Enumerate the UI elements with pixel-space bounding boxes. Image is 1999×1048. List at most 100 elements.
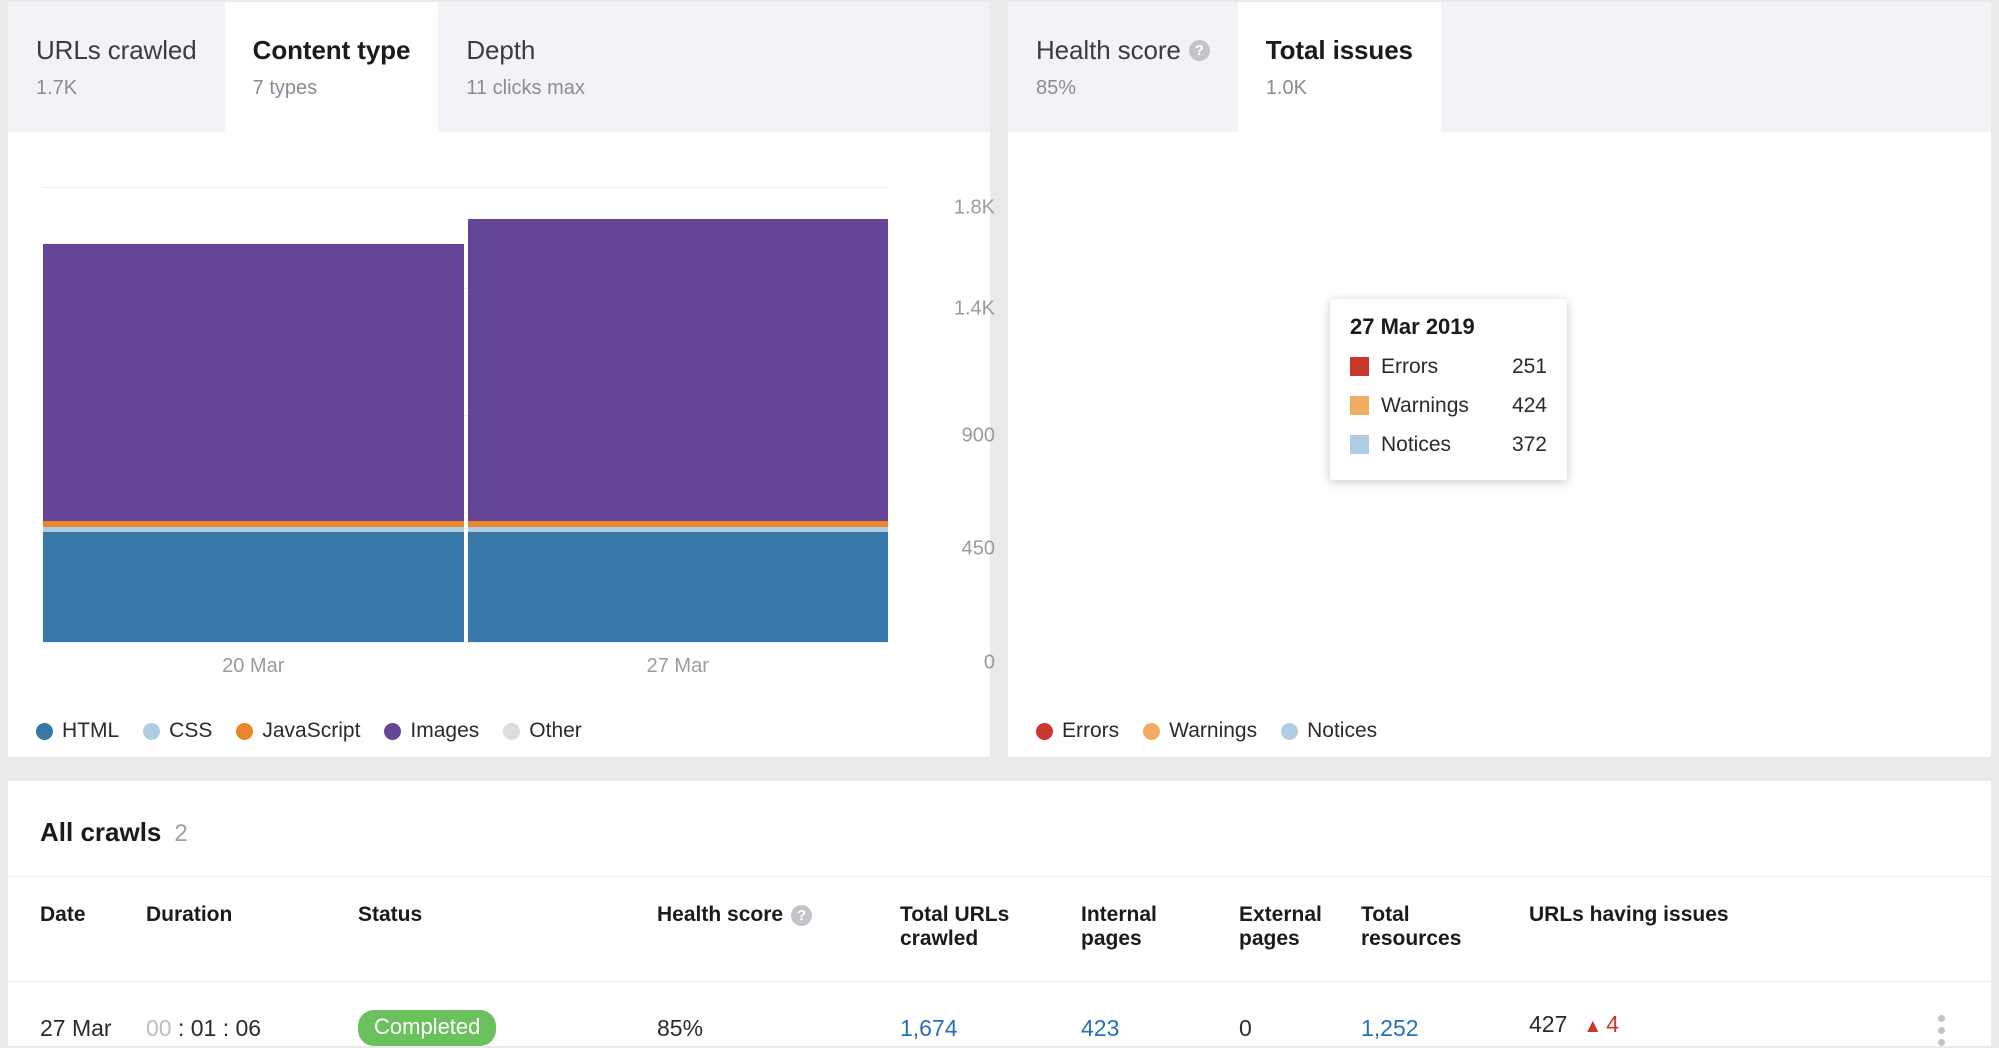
gridline [43, 414, 888, 416]
y-axis-tick-label: 450 [961, 537, 995, 560]
content-type-chart-panel: URLs crawled 1.7K Content type 7 types D… [8, 2, 995, 757]
tab-content-type-label: Content type [252, 35, 411, 65]
all-crawls-panel: All crawls 2 Date Duration Status Health… [8, 781, 1991, 1046]
cell-total-resources[interactable]: 1,252 [1361, 1014, 1419, 1041]
gridline [43, 187, 888, 188]
col-duration[interactable]: Duration [146, 876, 358, 982]
tab-urls-crawled-value: 1.7K [36, 77, 78, 99]
y-axis-tick-label: 1.8K [953, 196, 995, 219]
legend-item-warnings[interactable]: Warnings [1143, 719, 1257, 743]
tooltip-rows: Errors 251 Warnings 424 Notices 372 [1350, 347, 1547, 464]
gridline [43, 288, 888, 290]
cell-internal-pages[interactable]: 423 [1081, 1014, 1120, 1041]
issues-delta-value: 4 [1606, 1010, 1619, 1037]
table-row[interactable]: 27 Mar 00 : 01 : 06 Completed 85% 1,674 … [8, 982, 1991, 1048]
left-tabstrip-filler [612, 2, 990, 132]
col-health-score-label: Health score [657, 903, 784, 926]
legend-label: Warnings [1169, 719, 1258, 742]
tab-health-score-value: 85% [1036, 77, 1077, 99]
col-status[interactable]: Status [358, 876, 657, 982]
legend-color-dot [1143, 722, 1161, 740]
tab-depth[interactable]: Depth 11 clicks max [438, 2, 613, 132]
legend-item-css[interactable]: CSS [143, 719, 212, 743]
col-internal-pages[interactable]: Internal pages [1081, 876, 1239, 982]
content-type-legend: HTML CSS JavaScript Images Other [36, 719, 582, 743]
legend-color-dot [1281, 722, 1299, 740]
tab-total-issues-label: Total issues [1265, 35, 1413, 65]
tab-content-type[interactable]: Content type 7 types [224, 2, 439, 132]
legend-label: Notices [1307, 719, 1378, 742]
legend-color-dot [503, 722, 521, 740]
tooltip-series-value: 251 [1511, 354, 1547, 378]
tooltip-series-value: 424 [1511, 393, 1547, 417]
y-axis-tick-label: 1.4K [953, 297, 995, 320]
legend-color-dot [36, 722, 53, 740]
cell-date: 27 Mar [40, 1014, 112, 1041]
legend-label: Errors [1062, 719, 1120, 742]
chart-bar[interactable] [43, 187, 464, 642]
row-menu-icon[interactable] [1938, 1014, 1945, 1046]
status-badge: Completed [358, 1010, 497, 1046]
tooltip-series-name: Errors [1381, 354, 1439, 378]
chart-bar[interactable] [467, 187, 888, 642]
crawls-table-body: 27 Mar 00 : 01 : 06 Completed 85% 1,674 … [8, 982, 1991, 1048]
bar-segment-javascript [43, 521, 464, 527]
tab-health-score[interactable]: Health score ? 85% [1008, 2, 1238, 132]
duration-hours: 00 [146, 1014, 172, 1041]
page-title: All crawls [40, 817, 162, 847]
tooltip-row: Warnings 424 [1350, 386, 1547, 425]
kebab-dot [1938, 1026, 1945, 1034]
crawls-table: Date Duration Status Health score ? Tota… [8, 876, 1991, 1048]
cell-health-score: 85% [657, 1014, 704, 1041]
legend-item-notices[interactable]: Notices [1281, 719, 1377, 743]
legend-color-dot [384, 722, 402, 740]
legend-item-errors[interactable]: Errors [1036, 719, 1119, 743]
tooltip-series-value: 372 [1511, 432, 1547, 456]
gridline [43, 528, 888, 530]
col-total-resources[interactable]: Total resources [1361, 876, 1529, 982]
legend-item-other[interactable]: Other [503, 719, 582, 743]
tooltip-color-swatch [1350, 396, 1369, 415]
total-issues-chart-panel: Health score ? 85% Total issues 1.0K 1.2… [1008, 2, 1991, 757]
bar-segment-html [467, 532, 888, 642]
y-axis-tick-label: 0 [983, 651, 995, 674]
tab-total-issues-value: 1.0K [1265, 77, 1307, 99]
crawls-table-head: Date Duration Status Health score ? Tota… [8, 876, 1991, 982]
cell-status: Completed [358, 982, 657, 1048]
cell-urls-having-issues: 427 ▲ 4 [1529, 982, 1991, 1048]
bar-segment-images [43, 244, 464, 522]
legend-item-html[interactable]: HTML [36, 719, 119, 743]
content-type-chart: 1.8K 1.4K 900 450 0 20 Mar 27 Mar HTML CSS JavaS… [8, 132, 995, 757]
cell-total-urls-crawled[interactable]: 1,674 [900, 1014, 958, 1041]
tab-urls-crawled[interactable]: URLs crawled 1.7K [8, 2, 225, 132]
tab-content-type-value: 7 types [252, 77, 318, 99]
tab-urls-crawled-label: URLs crawled [36, 35, 197, 65]
col-urls-having-issues[interactable]: URLs having issues [1529, 876, 1991, 982]
tab-total-issues[interactable]: Total issues 1.0K [1237, 2, 1441, 132]
col-date[interactable]: Date [8, 876, 146, 982]
bar-segment-html [43, 532, 464, 642]
legend-item-javascript[interactable]: JavaScript [236, 719, 360, 743]
urls-having-issues-value: 427 [1529, 1010, 1568, 1037]
kebab-dot [1938, 1014, 1945, 1022]
col-total-urls-crawled[interactable]: Total URLs crawled [900, 876, 1081, 982]
cell-duration: 00 : 01 : 06 [146, 982, 358, 1048]
chart-tooltip: 27 Mar 2019 Errors 251 Warnings 424 Notices 3… [1330, 299, 1567, 480]
legend-label: Other [529, 719, 582, 742]
help-icon[interactable]: ? [791, 904, 813, 926]
col-health-score[interactable]: Health score ? [657, 876, 900, 982]
bar-segment-images [467, 218, 888, 522]
legend-item-images[interactable]: Images [384, 719, 479, 743]
triangle-up-icon: ▲ [1583, 1015, 1603, 1037]
cell-external-pages: 0 [1239, 1014, 1252, 1041]
tooltip-series-name: Notices [1381, 432, 1452, 456]
col-external-pages[interactable]: External pages [1239, 876, 1361, 982]
legend-label: Images [410, 719, 480, 742]
tooltip-title: 27 Mar 2019 [1350, 314, 1475, 339]
bar-segment-css [467, 526, 888, 533]
left-panel-tabstrip: URLs crawled 1.7K Content type 7 types D… [8, 2, 990, 132]
total-issues-legend: Errors Warnings Notices [1036, 719, 1377, 743]
help-icon[interactable]: ? [1188, 40, 1210, 61]
bar-segment-css [43, 526, 464, 533]
tooltip-series-name: Warnings [1381, 393, 1469, 417]
